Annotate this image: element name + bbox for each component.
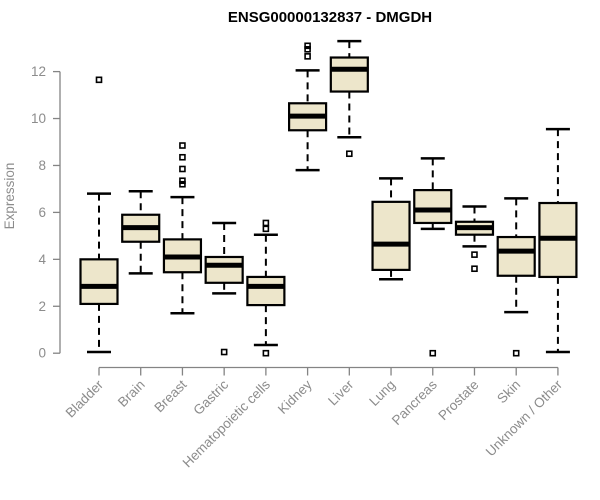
outlier-breast-4 [179, 142, 186, 149]
outlier-breast-1 [179, 177, 186, 185]
outlier-prostate-1 [471, 265, 478, 273]
x-tick-label-brain: Brain [115, 377, 148, 410]
x-tick-label-lung: Lung [366, 377, 398, 409]
outlier-skin-0 [512, 349, 520, 357]
outlier-hematopoietic-cells-2 [262, 349, 270, 357]
box-skin [496, 235, 536, 277]
y-tick-label-8: 8 [38, 158, 46, 173]
outlier-bladder-0 [95, 76, 103, 84]
outlier-breast-0 [179, 180, 186, 188]
y-tick-label-12: 12 [31, 64, 46, 79]
y-tick-label-6: 6 [38, 205, 46, 220]
outlier-hematopoietic-cells-0 [262, 225, 270, 233]
outlier-breast-3 [179, 153, 186, 161]
boxplot-group-prostate [454, 205, 495, 273]
boxplot-group-lung [371, 177, 411, 281]
x-tick-label-pancreas: Pancreas [389, 377, 440, 428]
outlier-breast-2 [179, 165, 186, 173]
y-tick-label-0: 0 [38, 346, 46, 361]
boxplot-group-gastric [204, 221, 244, 356]
chart-title: ENSG00000132837 - DMGDH [228, 9, 432, 26]
x-tick-label-skin: Skin [494, 377, 523, 406]
boxplot-group-liver [329, 39, 369, 158]
x-tick-label-unknown-other: Unknown / Other [483, 377, 566, 460]
x-tick-label-prostate: Prostate [435, 377, 481, 423]
box-liver [329, 56, 369, 93]
boxplot-group-kidney [288, 42, 328, 172]
y-tick-label-10: 10 [31, 111, 46, 126]
outlier-liver-0 [346, 150, 353, 158]
box-pancreas [413, 189, 453, 225]
outlier-kidney-2 [304, 42, 311, 50]
boxplot-group-skin [496, 197, 536, 357]
outlier-pancreas-0 [429, 349, 437, 357]
y-axis-label: Expression [2, 163, 17, 230]
outlier-kidney-0 [304, 53, 311, 60]
boxplot-group-brain [121, 190, 161, 275]
x-tick-label-breast: Breast [151, 377, 189, 415]
outlier-kidney-1 [304, 46, 311, 53]
boxplot-group-bladder [79, 76, 119, 354]
x-tick-label-liver: Liver [325, 377, 357, 409]
box-lung [371, 200, 411, 271]
boxplot-group-pancreas [413, 157, 453, 357]
x-tick-label-gastric: Gastric [190, 377, 231, 418]
outlier-prostate-0 [471, 251, 478, 258]
outlier-gastric-0 [220, 348, 228, 356]
box-gastric [204, 255, 244, 284]
x-tick-label-kidney: Kidney [275, 377, 315, 417]
box-bladder [79, 258, 119, 306]
x-tick-label-bladder: Bladder [63, 377, 107, 421]
boxplot-group-unknown-other [538, 127, 578, 354]
boxplot-group-breast [162, 142, 203, 315]
plot-area [79, 39, 578, 357]
box-hematopoietic-cells [246, 275, 286, 307]
y-tick-label-2: 2 [38, 299, 46, 314]
y-tick-label-4: 4 [38, 252, 46, 267]
outlier-hematopoietic-cells-1 [262, 219, 270, 227]
boxplot-group-hematopoietic-cells [246, 219, 286, 357]
